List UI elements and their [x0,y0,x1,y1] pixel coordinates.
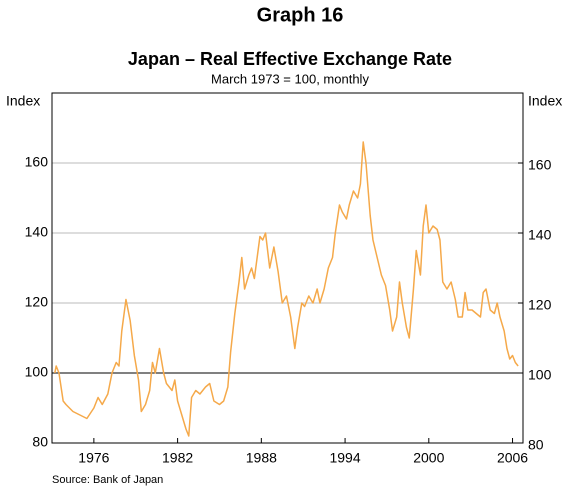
plot-frame [51,92,524,444]
y-tick-label: 160 [25,154,49,170]
y2-tick-label: 100 [528,367,552,383]
y2-tick-label: 80 [528,437,544,453]
chart-subtitle: Japan – Real Effective Exchange Rate [128,49,452,69]
y-tick-label: 140 [25,224,49,240]
chart-title: Graph 16 [257,4,344,26]
x-tick-label: 1994 [329,450,360,466]
x-tick-label: 1988 [246,450,277,466]
x-tick-label: 1976 [78,450,109,466]
y2-axis-label: Index [528,93,562,109]
chart-note: March 1973 = 100, monthly [211,71,369,86]
y2-tick-label: 160 [528,157,552,173]
x-tick-label: 2006 [497,450,528,466]
y2-tick-label: 140 [528,227,552,243]
x-tick-label: 1982 [162,450,193,466]
source: Source: Bank of Japan [52,474,163,486]
y2-tick-label: 120 [528,297,552,313]
series-line [54,141,519,437]
x-tick-label: 2000 [413,450,444,466]
y-axis-label: Index [6,93,40,109]
y-tick-label: 80 [32,434,48,450]
y-tick-label: 100 [25,364,49,380]
y-tick-label: 120 [25,294,49,310]
